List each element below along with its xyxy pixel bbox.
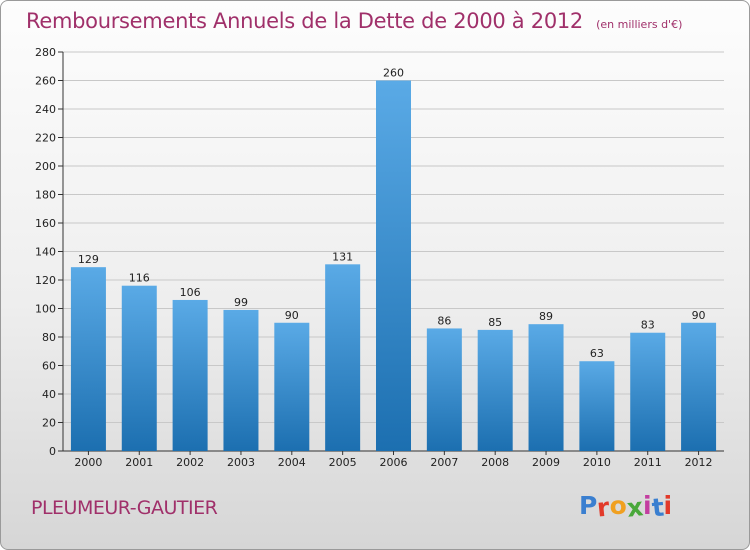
bar-value-label: 131 (332, 250, 353, 263)
bar-value-label: 116 (129, 272, 150, 285)
x-tick-label: 2012 (685, 456, 713, 469)
bar-value-label: 99 (234, 296, 248, 309)
y-tick-label: 220 (35, 132, 56, 145)
y-tick-label: 260 (35, 75, 56, 88)
bar-value-label: 89 (539, 310, 553, 323)
bar-2010 (579, 361, 615, 451)
y-tick-label: 140 (35, 246, 56, 259)
x-tick-label: 2000 (74, 456, 102, 469)
commune-name: PLEUMEUR-GAUTIER (31, 497, 218, 519)
logo-letter: P (579, 491, 598, 520)
y-tick-label: 180 (35, 189, 56, 202)
y-tick-label: 20 (42, 417, 56, 430)
bar-2011 (630, 332, 666, 451)
labels: 129 2000 116 2001 106 2002 99 2003 90 2004 131 2005… (74, 67, 712, 470)
bar-value-label: 260 (383, 67, 404, 80)
bar-2007 (426, 328, 462, 451)
y-tick-label: 160 (35, 217, 56, 230)
x-tick-label: 2007 (430, 456, 458, 469)
bar-2009 (528, 324, 564, 451)
y-tick-label: 280 (35, 46, 56, 59)
bar-2006 (376, 80, 411, 451)
x-tick-label: 2002 (176, 456, 204, 469)
bar-value-label: 106 (180, 286, 201, 299)
bar-value-label: 90 (285, 309, 299, 322)
bar-2012 (681, 322, 717, 451)
y-tick-label: 100 (35, 303, 56, 316)
bars (70, 80, 717, 451)
y-tick-label: 40 (42, 388, 56, 401)
y-tick-label: 120 (35, 274, 56, 287)
y-tick-label: 200 (35, 160, 56, 173)
bar-value-label: 86 (437, 314, 451, 327)
chart-title-block: Remboursements Annuels de la Dette de 20… (26, 9, 682, 33)
logo-letter: x (625, 492, 645, 523)
y-tick-label: 0 (49, 445, 56, 458)
proxiti-logo: Proxiti (579, 491, 673, 523)
y-tick-label: 80 (42, 331, 56, 344)
logo-letter: i (643, 491, 652, 520)
bar-value-label: 129 (78, 253, 99, 266)
x-tick-label: 2004 (278, 456, 306, 469)
x-tick-label: 2003 (227, 456, 255, 469)
chart-subtitle: (en milliers d'€) (596, 18, 683, 31)
bar-2005 (325, 264, 361, 451)
x-tick-label: 2009 (532, 456, 560, 469)
bar-2003 (223, 309, 259, 451)
x-tick-label: 2005 (329, 456, 357, 469)
bar-2008 (477, 329, 513, 451)
logo-letter: i (663, 491, 673, 520)
y-tick-label: 240 (35, 103, 56, 116)
y-tick-label: 60 (42, 360, 56, 373)
bar-2000 (70, 267, 106, 451)
chart-title: Remboursements Annuels de la Dette de 20… (26, 9, 583, 33)
logo-letter: o (609, 491, 627, 520)
x-tick-label: 2008 (481, 456, 509, 469)
bar-2001 (121, 285, 157, 451)
bar-value-label: 63 (590, 347, 604, 360)
bar-2002 (172, 299, 208, 451)
bar-value-label: 90 (692, 309, 706, 322)
x-tick-label: 2011 (634, 456, 662, 469)
bar-value-label: 85 (488, 316, 502, 329)
x-tick-label: 2001 (125, 456, 153, 469)
bar-value-label: 83 (641, 319, 655, 332)
x-tick-label: 2010 (583, 456, 611, 469)
bar-2004 (274, 322, 310, 451)
x-tick-label: 2006 (380, 456, 408, 469)
logo-letter: t (650, 492, 666, 523)
